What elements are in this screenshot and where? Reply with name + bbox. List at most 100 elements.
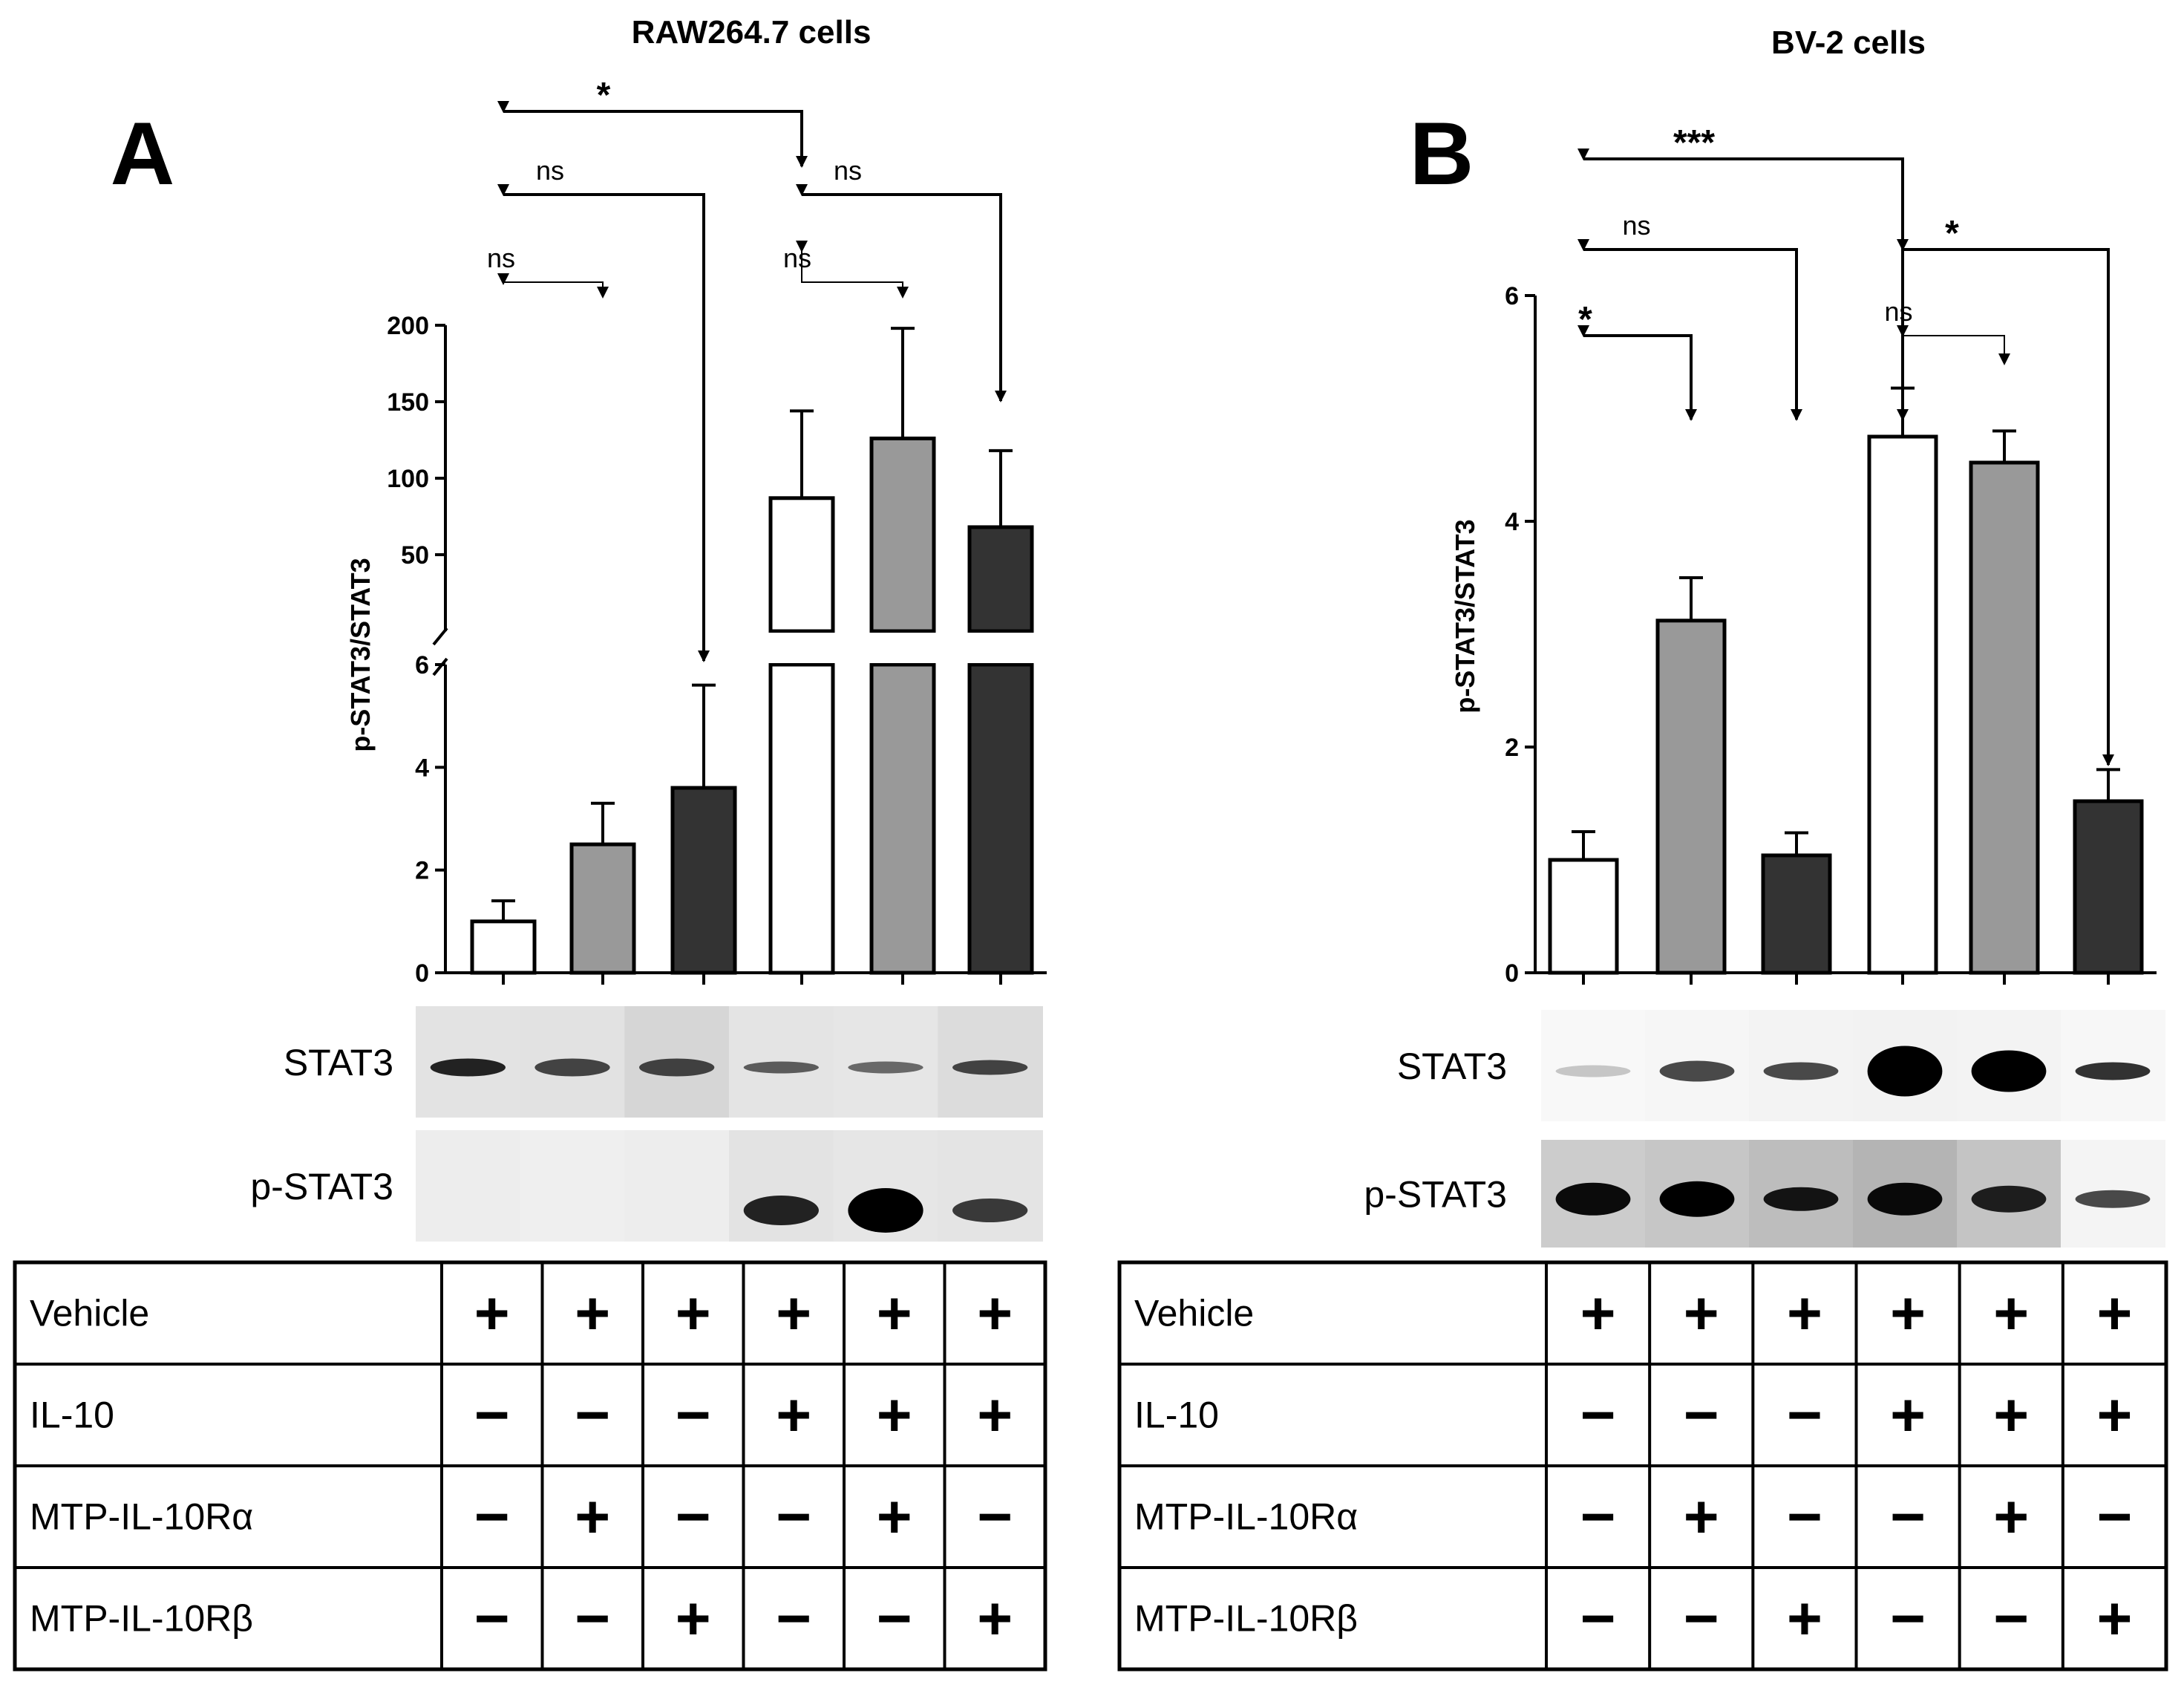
blot-band [952,1199,1028,1222]
blot-band [639,1058,715,1077]
bracket-arrow [1897,325,1909,337]
y-tick-label: 6 [415,651,429,679]
bracket-arrow [2102,754,2114,766]
bracket-arrow [995,391,1007,402]
blot-band [1867,1182,1943,1216]
bracket-arrow [698,650,710,662]
y-tick-label: 100 [387,465,429,493]
y-axis-label: p-STAT3/STAT3 [1450,519,1480,713]
blot-lane [624,1130,730,1242]
bar [1969,460,2040,975]
blot-lane [416,1130,521,1242]
significance-label: ns [783,243,811,273]
bar [1761,853,1832,975]
minus-sign: − [676,1382,711,1449]
minus-sign: − [575,1382,610,1449]
plus-sign: + [1890,1382,1926,1449]
significance-bracket [503,193,705,661]
y-tick-label: 6 [1505,282,1519,310]
bracket-arrow [497,273,509,285]
table-row-label: MTP-IL-10Rα [1134,1496,1358,1538]
table-row-label: MTP-IL-10Rα [30,1496,253,1538]
blot-band [1555,1065,1631,1077]
bracket-arrow [796,156,808,168]
bracket-arrow [1577,149,1589,160]
table-row-label: Vehicle [1134,1293,1254,1334]
plus-sign: + [575,1280,610,1348]
bracket-arrow [897,287,909,299]
minus-sign: − [1580,1382,1616,1449]
plus-sign: + [1890,1280,1926,1348]
bar [967,525,1034,633]
plus-sign: + [1684,1484,1719,1551]
y-tick-label: 50 [401,541,429,570]
plus-sign: + [2096,1382,2132,1449]
plus-sign: + [977,1280,1013,1348]
y-tick-label: 4 [1505,508,1519,536]
minus-sign: − [1684,1585,1719,1653]
y-tick-label: 0 [415,959,429,988]
bar [1548,858,1619,975]
bracket-arrow [1791,409,1802,421]
plus-sign: + [1787,1585,1822,1653]
blot-band [743,1196,819,1225]
bracket-arrow [1998,353,2010,365]
axis-break-mark [432,627,448,646]
minus-sign: − [776,1484,811,1551]
plus-sign: + [776,1280,811,1348]
minus-sign: − [977,1484,1013,1551]
blot-band [1763,1187,1839,1211]
plus-sign: + [1993,1280,2029,1348]
plus-sign: + [474,1280,510,1348]
blot-label: STAT3 [284,1042,393,1083]
plus-sign: + [977,1382,1013,1449]
blot-band [848,1188,923,1233]
bracket-arrow [1577,325,1589,337]
table-row-label: MTP-IL-10Rβ [30,1598,253,1640]
blot-band [430,1058,506,1077]
minus-sign: − [1684,1382,1719,1449]
bar [967,662,1034,975]
panel-title: RAW264.7 cells [632,14,872,50]
blot-band [1867,1046,1943,1097]
bracket-arrow [597,287,609,299]
blot-band [1659,1181,1735,1217]
axis-break-gap [768,633,836,663]
bracket-arrow [497,101,509,113]
bracket-arrow [497,184,509,196]
bar [869,662,936,975]
significance-label: ns [1884,296,1912,327]
significance-label: * [1578,300,1592,339]
plus-sign: + [1787,1280,1822,1348]
minus-sign: − [1890,1585,1926,1653]
significance-label: * [1945,214,1959,253]
significance-bracket [1583,248,1798,420]
bracket-arrow [1577,239,1589,251]
bar [1867,434,1938,975]
y-tick-label: 2 [1505,734,1519,762]
plus-sign: + [676,1280,711,1348]
blot-lane [938,1130,1043,1242]
plus-sign: + [1684,1280,1719,1348]
significance-label: ns [1622,210,1650,241]
significance-label: ns [536,155,564,186]
blot-band [743,1061,819,1074]
y-tick-label: 2 [415,857,429,885]
panel-letter: A [111,104,175,203]
table-row-label: IL-10 [30,1395,114,1436]
blot-band [1555,1182,1631,1216]
significance-bracket [1583,334,1693,420]
bracket-arrow [796,241,808,252]
table-row-label: MTP-IL-10Rβ [1134,1598,1358,1640]
axis-break-gap [967,633,1035,663]
y-axis-label: p-STAT3/STAT3 [345,558,376,751]
blot-band [1971,1050,2047,1092]
bar [569,842,636,975]
bar [768,662,835,975]
plus-sign: + [676,1585,711,1653]
plus-sign: + [575,1484,610,1551]
table-row-label: Vehicle [30,1293,149,1334]
blot-label: STAT3 [1397,1046,1507,1087]
minus-sign: − [1993,1585,2029,1653]
bracket-arrow [796,184,808,196]
